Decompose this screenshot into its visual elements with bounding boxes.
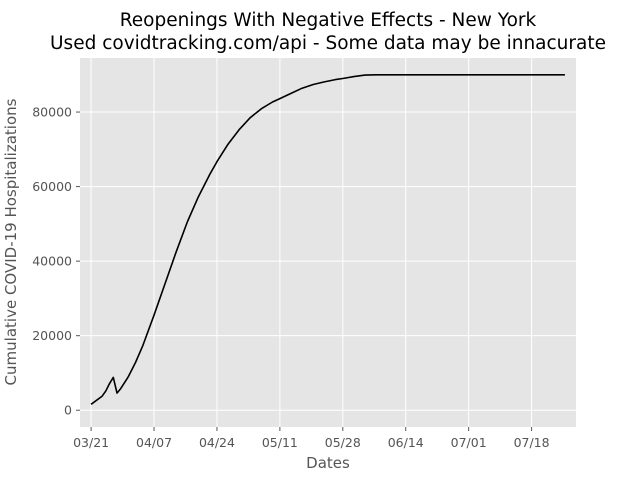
y-tick-label: 20000 (32, 328, 72, 343)
y-tick-label: 0 (64, 403, 72, 418)
grid-lines (80, 58, 576, 427)
x-tick-label: 07/18 (514, 435, 550, 450)
chart-title: Reopenings With Negative Effects - New Y… (120, 10, 537, 31)
x-tick-label: 04/24 (199, 435, 235, 450)
x-tick-label: 04/07 (136, 435, 172, 450)
x-tick-label: 06/14 (388, 435, 424, 450)
series-line (90, 74, 565, 405)
y-axis-label: Cumulative COVID-19 Hospitalizations (2, 98, 20, 385)
y-tick-label: 40000 (32, 254, 72, 269)
x-axis: 03/21 04/07 04/24 05/11 05/28 06/14 07/01 07/18 (73, 427, 550, 450)
chart-subtitle: Used covidtracking.com/api - Some data m… (50, 33, 606, 54)
x-tick-label: 05/28 (325, 435, 361, 450)
y-axis: 0 20000 40000 60000 80000 (32, 105, 80, 418)
x-tick-label: 03/21 (73, 435, 109, 450)
x-tick-label: 07/01 (451, 435, 487, 450)
x-axis-label: Dates (306, 454, 350, 472)
x-tick-label: 05/11 (262, 435, 298, 450)
y-tick-label: 60000 (32, 179, 72, 194)
plot-area (80, 58, 576, 427)
y-tick-label: 80000 (32, 105, 72, 120)
